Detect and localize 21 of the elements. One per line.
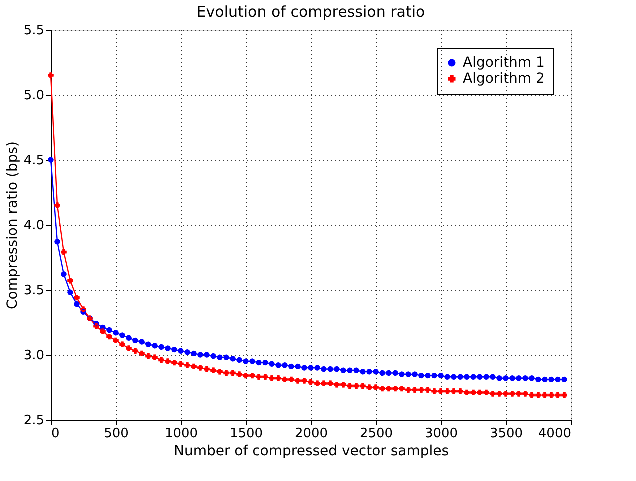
x-tick-label: 4000 — [538, 426, 572, 442]
legend-label: Algorithm 1 — [463, 55, 545, 71]
y-tick-label: 5.0 — [24, 88, 44, 104]
y-tick-label: 3.0 — [24, 348, 44, 364]
x-axis-title: Number of compressed vector samples — [174, 444, 450, 460]
chart-title: Evolution of compression ratio — [196, 3, 426, 21]
x-tick-label: 3500 — [490, 426, 524, 442]
y-tick-label: 3.5 — [24, 284, 44, 298]
x-tick-label: 500 — [104, 426, 129, 442]
y-tick-label: 4.5 — [24, 154, 44, 168]
y-axis-title: Compression ratio (bps) — [4, 141, 21, 310]
y-tick-label: 4.0 — [24, 218, 44, 234]
x-tick-label: 3000 — [424, 426, 458, 442]
y-tick-label: 5.5 — [24, 24, 44, 38]
legend-label: Algorithm 2 — [463, 71, 545, 87]
x-tick-label: 2500 — [360, 426, 394, 442]
x-tick-label: 0 — [52, 426, 60, 442]
x-tick-label: 1000 — [164, 426, 198, 442]
x-tick-label: 2000 — [294, 426, 328, 442]
y-tick-label: 2.5 — [24, 414, 44, 428]
x-tick-label: 1500 — [230, 426, 264, 442]
